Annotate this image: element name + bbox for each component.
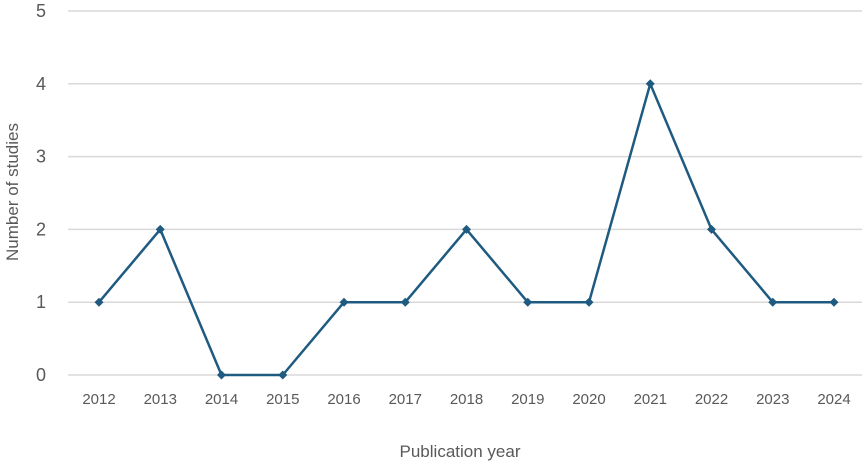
data-point-2017 bbox=[400, 297, 410, 307]
x-tick-label: 2024 bbox=[817, 391, 850, 408]
y-tick-label: 3 bbox=[36, 147, 46, 167]
data-point-2021 bbox=[645, 79, 655, 89]
x-tick-label: 2016 bbox=[327, 391, 360, 408]
gridlines bbox=[68, 10, 862, 376]
x-tick-label: 2014 bbox=[205, 391, 238, 408]
x-tick-label: 2019 bbox=[511, 391, 544, 408]
x-tick-label: 2017 bbox=[389, 391, 422, 408]
y-tick-labels: 0 1 2 3 4 5 bbox=[36, 1, 46, 385]
data-point-2016 bbox=[339, 297, 349, 307]
data-point-2018 bbox=[462, 224, 471, 234]
data-point-2015 bbox=[278, 370, 288, 380]
y-tick-label: 0 bbox=[36, 365, 46, 385]
data-point-2019 bbox=[523, 297, 533, 307]
x-tick-label: 2020 bbox=[572, 391, 605, 408]
data-point-2020 bbox=[584, 297, 594, 307]
data-point-2022 bbox=[707, 224, 716, 234]
x-axis-title: Publication year bbox=[400, 442, 521, 461]
x-tick-label: 2018 bbox=[450, 391, 483, 408]
data-point-2014 bbox=[217, 370, 226, 380]
x-tick-label: 2012 bbox=[82, 391, 115, 408]
y-axis-title: Number of studies bbox=[3, 123, 22, 261]
x-tick-label: 2022 bbox=[695, 391, 728, 408]
y-tick-label: 4 bbox=[36, 74, 46, 94]
y-tick-label: 1 bbox=[36, 292, 46, 312]
data-point-2023 bbox=[768, 297, 778, 307]
data-point-2024 bbox=[829, 297, 839, 307]
x-tick-label: 2021 bbox=[634, 391, 667, 408]
data-point-2013 bbox=[155, 224, 165, 234]
x-tick-labels: 2012 2013 2014 2015 2016 2017 2018 2019 2020 2021… bbox=[82, 391, 850, 408]
y-tick-label: 2 bbox=[36, 219, 46, 239]
x-tick-label: 2015 bbox=[266, 391, 299, 408]
series-group bbox=[94, 79, 839, 380]
x-tick-label: 2013 bbox=[144, 391, 177, 408]
y-tick-label: 5 bbox=[36, 1, 46, 21]
data-point-2012 bbox=[94, 297, 104, 307]
x-tick-label: 2023 bbox=[756, 391, 789, 408]
